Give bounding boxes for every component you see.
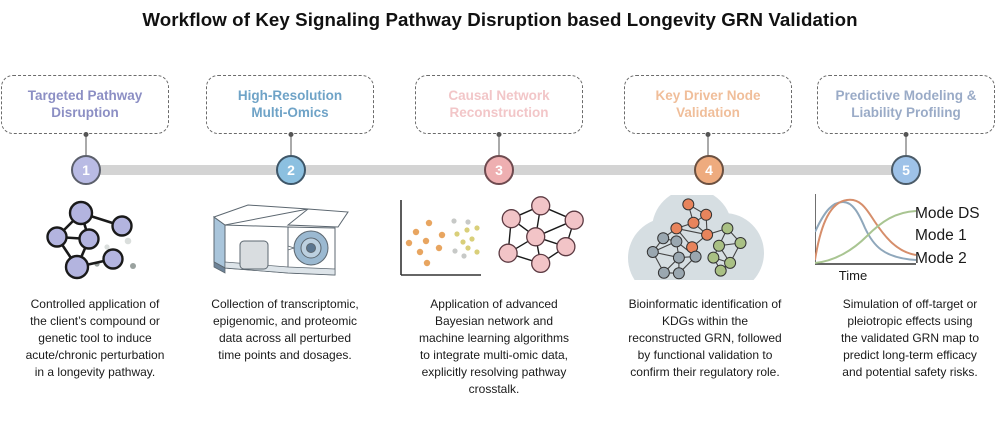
svg-text:Time: Time [839, 268, 867, 283]
